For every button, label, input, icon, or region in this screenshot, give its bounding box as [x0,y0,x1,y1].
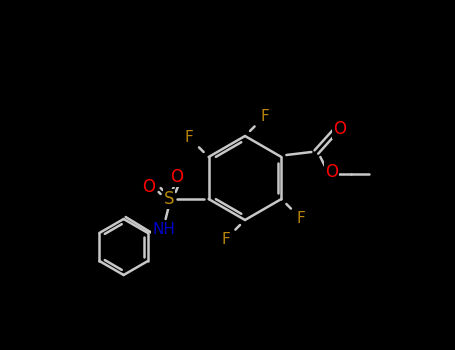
Text: F: F [185,130,193,145]
Text: F: F [297,211,305,226]
Text: O: O [325,163,338,181]
Text: NH: NH [152,222,175,237]
Text: O: O [142,178,155,196]
Text: O: O [333,120,346,138]
Text: O: O [170,168,183,186]
Text: F: F [260,109,269,124]
Text: S: S [163,190,174,208]
Text: F: F [221,232,230,247]
